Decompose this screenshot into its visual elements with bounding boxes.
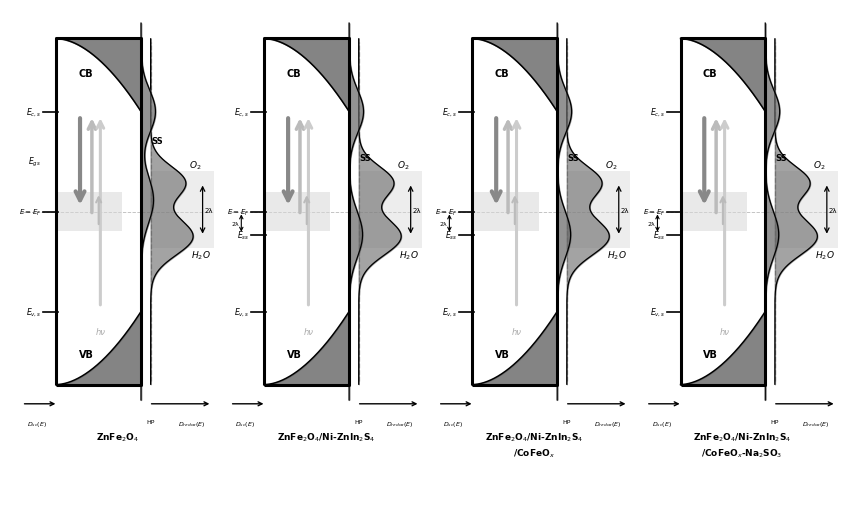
Text: $E_{v,s}$: $E_{v,s}$ [441,306,457,318]
Text: VB: VB [495,349,510,359]
Text: $D_{redox}(E)$: $D_{redox}(E)$ [594,419,622,428]
Text: $E_{ss}$: $E_{ss}$ [445,229,457,241]
Text: hν: hν [303,327,313,336]
Text: $E$$=$$E_F$: $E$$=$$E_F$ [434,207,457,217]
Text: $D_{sc}(E)$: $D_{sc}(E)$ [28,419,47,428]
Text: CB: CB [287,69,302,79]
Text: ZnFe$_2$O$_4$/Ni-ZnIn$_2$S$_4$: ZnFe$_2$O$_4$/Ni-ZnIn$_2$S$_4$ [277,431,375,443]
Bar [56,193,122,231]
Text: 2λ: 2λ [231,221,239,226]
Text: $H_2O$: $H_2O$ [815,248,835,261]
Text: $D_{redox}(E)$: $D_{redox}(E)$ [386,419,414,428]
Text: $E_{c,s}$: $E_{c,s}$ [234,106,249,119]
Text: HP: HP [771,419,779,424]
Text: HP: HP [563,419,571,424]
Text: $E$$=$$E_F$: $E$$=$$E_F$ [642,207,665,217]
Text: $E_{ss}$: $E_{ss}$ [237,229,249,241]
Text: 2λ: 2λ [440,221,447,226]
Text: 2λ: 2λ [621,207,629,213]
Text: $E$$=$$E_F$: $E$$=$$E_F$ [18,207,41,217]
Text: hν: hν [95,327,105,336]
Text: $O_2$: $O_2$ [397,159,409,172]
Text: SS: SS [152,137,163,145]
Text: SS: SS [776,154,787,163]
Text: $E_{v,s}$: $E_{v,s}$ [25,306,41,318]
Text: $E_{c,s}$: $E_{c,s}$ [442,106,457,119]
Text: ZnFe$_2$O$_4$/Ni-ZnIn$_2$S$_4$
/CoFeO$_x$-Na$_2$SO$_3$: ZnFe$_2$O$_4$/Ni-ZnIn$_2$S$_4$ /CoFeO$_x… [693,431,792,460]
Text: $E_{v,s}$: $E_{v,s}$ [233,306,249,318]
Text: $H_2O$: $H_2O$ [191,248,211,261]
Bar [264,193,330,231]
Text: $O_2$: $O_2$ [189,159,201,172]
Text: CB: CB [703,69,718,79]
Text: $E_{ss}$: $E_{ss}$ [653,229,665,241]
Text: $D_{redox}(E)$: $D_{redox}(E)$ [802,419,830,428]
Text: $O_2$: $O_2$ [813,159,825,172]
Text: SS: SS [360,154,371,163]
Bar [473,193,538,231]
Text: $D_{sc}(E)$: $D_{sc}(E)$ [444,419,463,428]
Bar [775,172,838,248]
Text: $E_{gs}$: $E_{gs}$ [28,156,41,169]
Text: 2λ: 2λ [648,221,655,226]
Text: 2λ: 2λ [829,207,838,213]
Text: $D_{sc}(E)$: $D_{sc}(E)$ [652,419,671,428]
Text: hν: hν [720,327,729,336]
Text: $O_2$: $O_2$ [605,159,617,172]
Text: VB: VB [703,349,718,359]
Text: VB: VB [79,349,94,359]
Text: $H_2O$: $H_2O$ [607,248,627,261]
Text: HP: HP [355,419,363,424]
Bar [151,172,214,248]
Text: $D_{sc}(E)$: $D_{sc}(E)$ [236,419,255,428]
Text: CB: CB [495,69,510,79]
Text: $E_{c,s}$: $E_{c,s}$ [650,106,665,119]
Text: VB: VB [287,349,302,359]
Text: CB: CB [79,69,94,79]
Text: ZnFe$_2$O$_4$: ZnFe$_2$O$_4$ [96,431,140,443]
Text: hν: hν [512,327,521,336]
Text: $H_2O$: $H_2O$ [399,248,419,261]
Text: HP: HP [147,419,155,424]
Text: ZnFe$_2$O$_4$/Ni-ZnIn$_2$S$_4$
/CoFeO$_x$: ZnFe$_2$O$_4$/Ni-ZnIn$_2$S$_4$ /CoFeO$_x… [485,431,583,460]
Text: $E_{v,s}$: $E_{v,s}$ [649,306,665,318]
Text: 2λ: 2λ [205,207,213,213]
Text: $E$$=$$E_F$: $E$$=$$E_F$ [226,207,249,217]
Text: $D_{redox}(E)$: $D_{redox}(E)$ [178,419,205,428]
Bar [359,172,422,248]
Bar [681,193,746,231]
Bar [567,172,630,248]
Text: 2λ: 2λ [413,207,421,213]
Text: SS: SS [568,154,579,163]
Text: $E_{c,s}$: $E_{c,s}$ [26,106,41,119]
